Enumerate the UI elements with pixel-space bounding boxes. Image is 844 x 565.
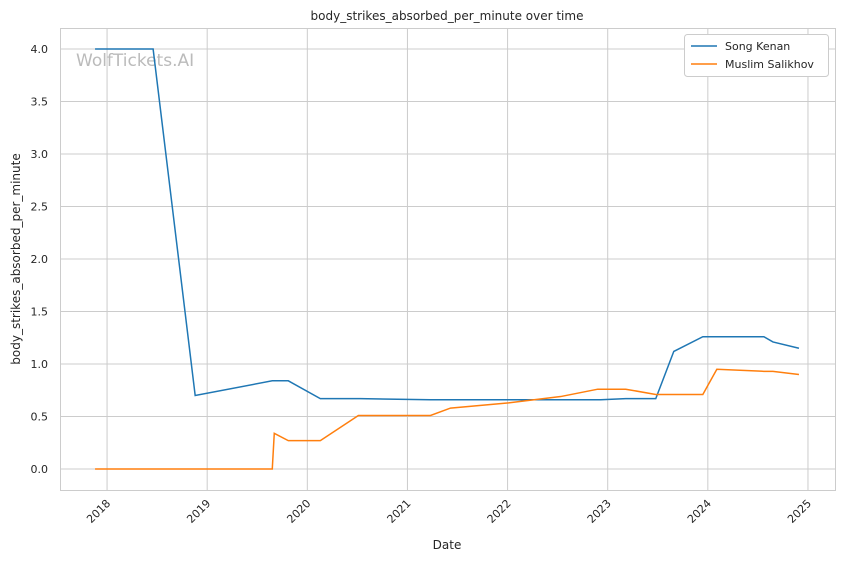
y-tick-label: 4.0 xyxy=(31,43,49,56)
plot-frame xyxy=(60,28,836,491)
x-tick-label: 2019 xyxy=(184,497,213,526)
watermark: WolfTickets.AI xyxy=(76,51,194,71)
x-axis-label: Date xyxy=(433,538,462,552)
y-axis-label: body_strikes_absorbed_per_minute xyxy=(9,153,23,364)
x-tick-label: 2018 xyxy=(84,497,113,526)
series-line-song-kenan xyxy=(95,48,800,401)
x-tick-label: 2023 xyxy=(585,497,614,526)
x-tick-label: 2020 xyxy=(284,497,313,526)
x-tick-label: 2025 xyxy=(785,497,814,526)
legend-label: Muslim Salikhov xyxy=(725,58,814,71)
series-line-muslim-salikhov xyxy=(95,368,800,470)
y-tick-label: 2.0 xyxy=(31,253,49,266)
x-tick-label: 2024 xyxy=(685,497,714,526)
y-tick-label: 1.0 xyxy=(31,358,49,371)
y-tick-label: 0.0 xyxy=(31,463,49,476)
legend-label: Song Kenan xyxy=(725,40,790,53)
y-tick-label: 3.0 xyxy=(31,148,49,161)
legend: Song Kenan Muslim Salikhov xyxy=(684,34,829,77)
y-tick-label: 1.5 xyxy=(31,306,49,319)
y-tick-label: 2.5 xyxy=(31,201,49,214)
y-tick-label: 3.5 xyxy=(31,96,49,109)
x-tick-label: 2022 xyxy=(485,497,514,526)
x-tick-label: 2021 xyxy=(385,497,414,526)
chart-title: body_strikes_absorbed_per_minute over ti… xyxy=(311,9,584,23)
y-tick-label: 0.5 xyxy=(31,411,49,424)
